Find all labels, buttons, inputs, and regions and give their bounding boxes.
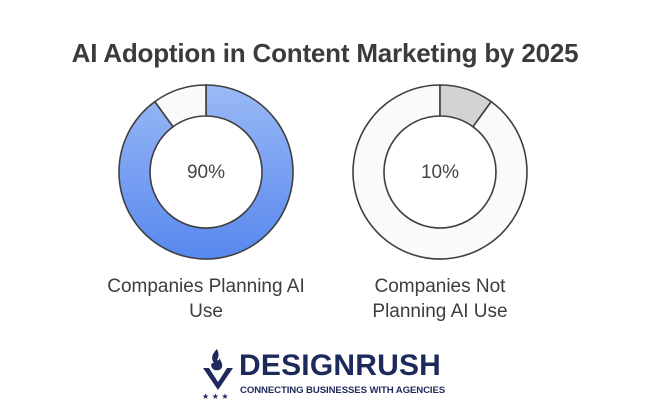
slice-not-planning-remainder (352, 84, 528, 260)
label-line: Companies Planning AI (107, 276, 305, 297)
brand-tagline: CONNECTING BUSINESSES WITH AGENCIES (240, 385, 446, 396)
chart-title: AI Adoption in Content Marketing by 2025 (71, 38, 579, 68)
brand-name: DESIGNRUSH (239, 349, 442, 382)
donut-not-planning-ai (352, 84, 528, 260)
stars-icon: ★ ★ ★ (202, 392, 229, 400)
donut-category-label: Companies Not Planning AI Use (320, 274, 560, 324)
flame-v-shield-icon: ★ ★ ★ (202, 349, 233, 400)
slice-planning-remainder (153, 84, 207, 128)
slice-not-planning-10 (439, 84, 493, 128)
donut-center-value: 10% (420, 162, 460, 183)
label-line: Use (189, 301, 223, 322)
label-line: Planning AI Use (372, 301, 508, 322)
label-line: Companies Not (374, 276, 506, 297)
donut-planning-ai (118, 84, 294, 260)
donut-center-value: 90% (186, 162, 226, 183)
designrush-logo: ★ ★ ★ DESIGNRUSH CONNECTING BUSINESSES W… (200, 348, 460, 403)
slice-planning-90 (118, 84, 294, 260)
donut-category-label: Companies Planning AI Use (86, 274, 326, 324)
